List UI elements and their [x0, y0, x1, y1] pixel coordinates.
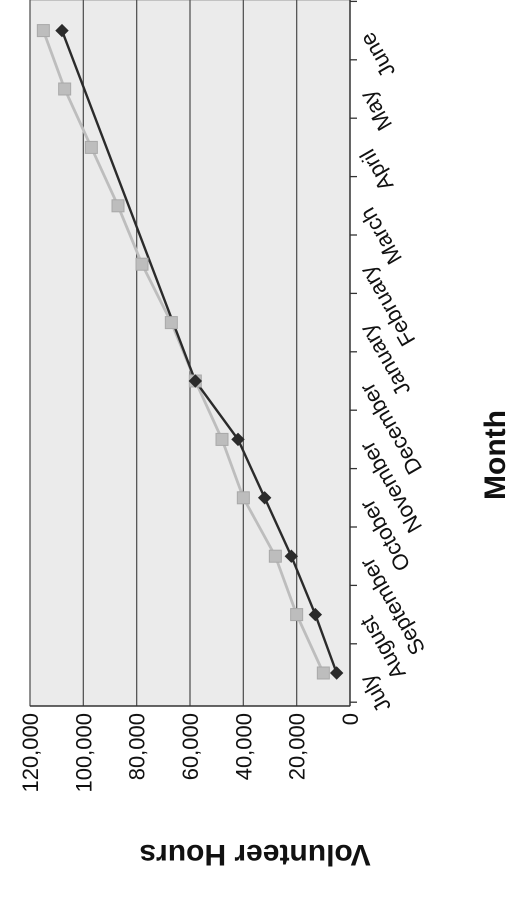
series-marker	[284, 549, 299, 563]
x-ticks	[350, 0, 357, 703]
gridlines	[29, 0, 298, 706]
series-marker	[268, 549, 282, 563]
series-marker	[257, 491, 272, 505]
y-axis-title: Volunteer Hours	[139, 838, 370, 871]
series-marker	[308, 607, 323, 622]
series-marker	[111, 199, 125, 213]
series-markers	[36, 23, 344, 680]
y-tick-label: 80,000	[125, 713, 150, 780]
series-marker	[55, 23, 69, 38]
y-tick-label: 0	[338, 713, 363, 725]
month-labels: JulyAugustSeptemberOctoberNovemberDecemb…	[355, 28, 430, 717]
month-label: April	[355, 145, 399, 196]
month-label: May	[355, 87, 397, 135]
series-marker	[164, 316, 178, 330]
series-marker	[135, 257, 149, 271]
y-tick-label: 100,000	[71, 713, 96, 793]
x-axis-title: Month	[479, 410, 512, 500]
y-tick-label: 60,000	[178, 713, 203, 780]
series-marker	[329, 666, 344, 680]
series-marker	[290, 608, 304, 622]
series-marker	[36, 24, 50, 38]
y-tick-label: 40,000	[231, 713, 256, 780]
series-marker	[215, 432, 229, 446]
y-tick-label: 20,000	[285, 713, 310, 780]
y-tick-labels: 120,000 100,000 80,000 60,000 40,000 20,000 0	[18, 713, 363, 793]
y-tick-label: 120,000	[18, 713, 43, 793]
series-marker	[84, 140, 98, 154]
month-label: March	[355, 203, 407, 268]
series-marker	[236, 491, 250, 505]
series-marker	[188, 374, 203, 388]
series-marker	[231, 432, 245, 447]
month-label: June	[355, 28, 401, 82]
series-marker	[316, 666, 330, 680]
series-marker	[58, 82, 72, 96]
